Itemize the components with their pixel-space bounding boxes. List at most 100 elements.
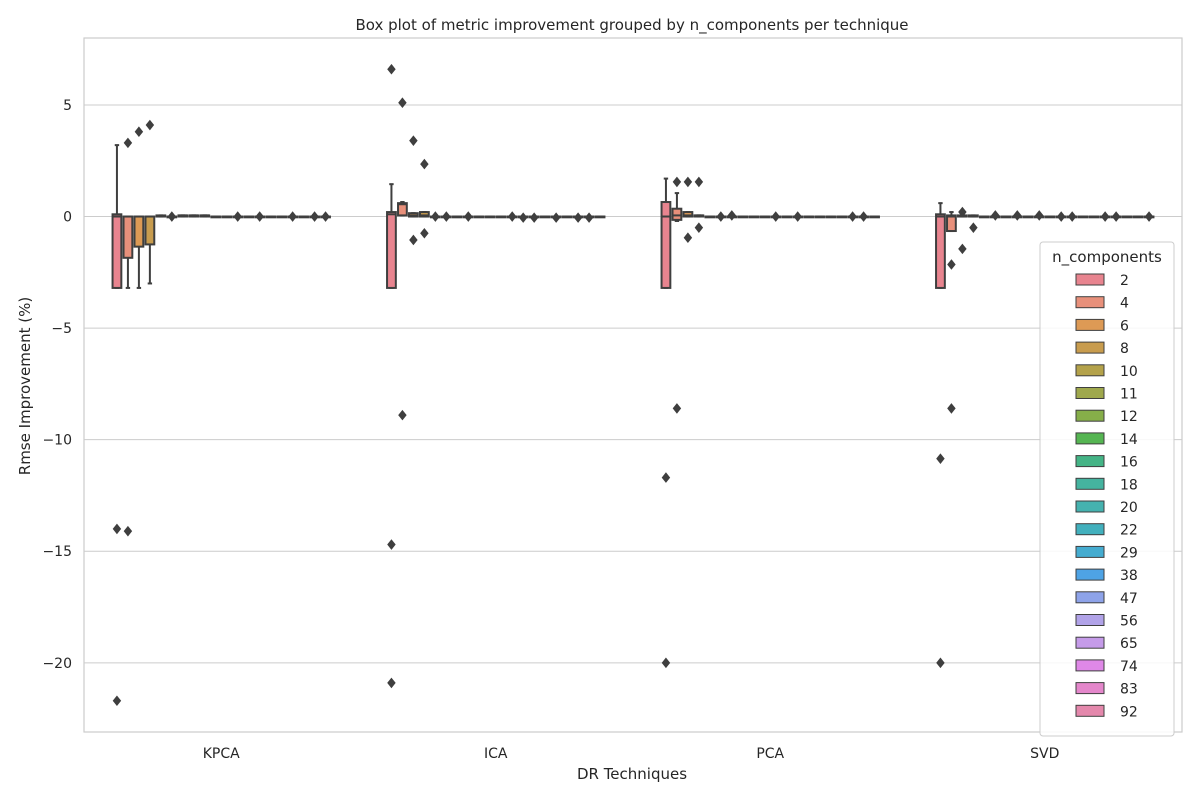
- legend-entry-label: 12: [1120, 409, 1138, 425]
- legend-swatch: [1075, 364, 1105, 377]
- box-4: [397, 202, 408, 217]
- legend-swatch: [1075, 704, 1105, 717]
- box-4: [122, 215, 134, 259]
- legend-entry-label: 92: [1120, 704, 1138, 720]
- x-tick-label: SVD: [1030, 746, 1059, 762]
- outlier-point: [409, 135, 418, 146]
- outlier-point: [420, 158, 429, 170]
- outlier-point: [1013, 210, 1022, 221]
- legend-swatch: [1075, 614, 1105, 626]
- legend-entry-label: 18: [1120, 477, 1138, 493]
- outlier-point: [958, 243, 967, 255]
- legend-entry-label: 29: [1120, 545, 1138, 561]
- outlier-point: [683, 232, 693, 244]
- outlier-point: [936, 453, 945, 464]
- legend-entry-label: 83: [1120, 682, 1138, 698]
- legend-swatch: [1075, 659, 1105, 672]
- legend-entry-label: 6: [1120, 318, 1129, 334]
- box-group-pca: [660, 176, 880, 669]
- outlier-point: [848, 211, 857, 222]
- legend-swatch: [1075, 500, 1105, 513]
- legend-title: n_components: [1052, 248, 1162, 267]
- legend-entry-label: 8: [1120, 341, 1129, 357]
- legend-entry-label: 22: [1120, 523, 1138, 539]
- y-tick-label: −5: [51, 321, 72, 337]
- x-axis-ticks: KPCA ICA PCA SVD: [203, 746, 1060, 762]
- box-4: [671, 207, 683, 221]
- outlier-point: [123, 137, 133, 149]
- box-4: [946, 214, 957, 233]
- box-8: [144, 215, 156, 246]
- outlier-point: [387, 677, 396, 689]
- outlier-point: [1056, 211, 1066, 222]
- y-tick-label: −20: [42, 656, 72, 672]
- legend-entry-label: 56: [1120, 614, 1138, 630]
- legend-entry-label: 16: [1120, 455, 1138, 471]
- legend-swatch: [1075, 523, 1105, 536]
- outlier-point: [991, 210, 1000, 221]
- box-2: [935, 213, 946, 289]
- legend-swatch: [1075, 477, 1105, 490]
- outlier-point: [310, 211, 319, 222]
- box-2: [660, 201, 672, 289]
- outlier-point: [464, 211, 473, 222]
- outlier-point: [387, 539, 396, 550]
- legend-swatch: [1075, 296, 1105, 309]
- box-6: [682, 211, 694, 218]
- outlier-point: [112, 695, 122, 707]
- outlier-point: [398, 97, 407, 109]
- outlier-point: [134, 126, 144, 138]
- outlier-point: [167, 211, 177, 222]
- legend-swatch: [1075, 568, 1105, 581]
- x-tick-label: ICA: [484, 746, 508, 762]
- y-axis-ticks: 5 0 −5 −10 −15 −20: [42, 98, 72, 672]
- outlier-point: [947, 259, 956, 270]
- box-group-ica: [386, 63, 606, 689]
- outlier-point: [409, 234, 418, 246]
- legend-entry-label: 47: [1120, 591, 1138, 607]
- y-tick-label: −10: [42, 433, 72, 449]
- outlier-point: [969, 222, 978, 233]
- legend-swatch: [1075, 455, 1105, 468]
- outlier-point: [1144, 211, 1154, 222]
- legend-swatch: [1075, 409, 1105, 422]
- y-tick-label: 5: [63, 98, 72, 114]
- outlier-point: [683, 176, 693, 188]
- outlier-point: [793, 211, 802, 222]
- legend: n_components 2 4 6 8 10 11 12 14 16 18 20 22 29 38 47 56…: [1039, 241, 1175, 737]
- outlier-point: [661, 472, 671, 483]
- legend-swatch: [1075, 341, 1105, 354]
- legend-entry-label: 10: [1120, 364, 1138, 380]
- outlier-point: [145, 119, 155, 131]
- legend-entry-label: 14: [1120, 432, 1138, 448]
- outlier-point: [859, 211, 868, 222]
- outlier-point: [584, 212, 594, 223]
- legend-swatch: [1075, 591, 1105, 604]
- outlier-point: [672, 403, 682, 414]
- outlier-point: [398, 409, 407, 421]
- legend-swatch: [1075, 636, 1105, 649]
- outlier-point: [727, 210, 737, 221]
- legend-swatch: [1075, 273, 1105, 286]
- y-tick-label: −15: [42, 544, 72, 560]
- outlier-point: [288, 211, 297, 222]
- outlier-point: [551, 212, 561, 223]
- outlier-point: [529, 212, 539, 223]
- legend-swatch: [1075, 387, 1105, 399]
- outlier-point: [507, 211, 517, 222]
- x-tick-label: PCA: [756, 746, 784, 762]
- legend-entry-label: 2: [1120, 273, 1129, 289]
- y-axis-label: Rmse Improvement (%): [16, 297, 34, 475]
- box-2: [386, 211, 397, 289]
- legend-entry-label: 20: [1120, 500, 1138, 516]
- plot-frame: [83, 37, 1183, 733]
- outlier-point: [233, 211, 242, 222]
- legend-swatch: [1075, 545, 1105, 558]
- outlier-point: [420, 227, 429, 239]
- box-6: [133, 215, 145, 248]
- outlier-point: [672, 176, 682, 188]
- outlier-point: [947, 403, 956, 414]
- box-2: [111, 213, 123, 289]
